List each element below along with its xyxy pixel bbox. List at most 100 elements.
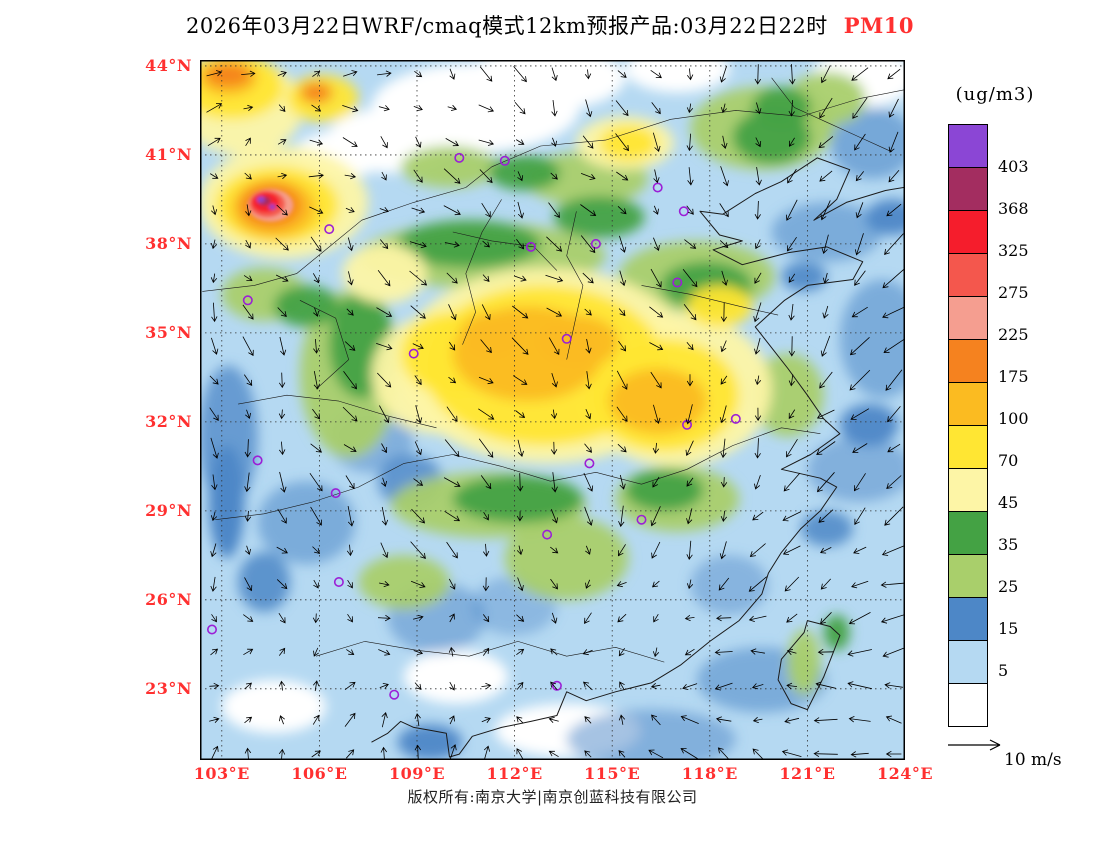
station-marker	[678, 206, 689, 217]
field-blob	[208, 445, 245, 559]
station-marker	[636, 514, 647, 525]
border-path	[202, 89, 905, 292]
field-blob	[534, 315, 619, 369]
station-markers	[207, 152, 741, 700]
border-path	[299, 300, 349, 390]
legend-cell	[949, 468, 987, 511]
wind-scale-label: 10 m/s	[1004, 750, 1062, 770]
lon-tick-label: 103°E	[193, 764, 250, 783]
lat-tick-label: 41°N	[145, 144, 192, 164]
legend-units-label: (ug/m3)	[955, 84, 1035, 105]
field-blob	[830, 107, 905, 179]
station-marker	[730, 413, 741, 424]
legend-cell	[949, 296, 987, 339]
field-blob	[625, 469, 704, 511]
legend-cell	[949, 597, 987, 640]
pollutant-label: PM10	[843, 13, 914, 38]
field-blob	[256, 196, 265, 203]
field-blob	[268, 204, 276, 210]
station-marker	[408, 348, 419, 359]
field-blob	[566, 709, 736, 760]
field-blob	[459, 312, 525, 360]
field-blob	[400, 146, 499, 188]
station-marker	[242, 295, 253, 306]
station-marker	[499, 155, 510, 166]
station-marker	[207, 624, 217, 635]
border-path	[566, 211, 584, 360]
lat-tick-label: 35°N	[145, 322, 192, 342]
station-marker	[525, 241, 536, 252]
field-blob	[397, 220, 541, 268]
legend-cell	[949, 554, 987, 597]
field-blob	[625, 60, 730, 93]
station-marker	[542, 529, 553, 540]
legend-colorbar	[948, 124, 988, 727]
legend-cell	[949, 167, 987, 210]
border-path	[771, 77, 893, 153]
lat-tick-label: 38°N	[145, 233, 192, 253]
lat-tick-label: 44°N	[145, 55, 192, 75]
field-blob	[839, 279, 905, 399]
legend-cell	[949, 339, 987, 382]
border-path	[462, 199, 502, 345]
field-blob	[752, 86, 811, 129]
lon-tick-label: 121°E	[779, 764, 836, 783]
field-blob	[469, 60, 626, 111]
field-blob	[342, 243, 427, 304]
station-marker	[333, 576, 344, 587]
field-blob	[221, 679, 326, 734]
legend-value-label: 100	[998, 409, 1029, 428]
wind-vector-layer	[206, 64, 905, 760]
field-blob	[504, 516, 629, 600]
legend-value-label: 5	[998, 661, 1009, 680]
field-blob	[839, 404, 899, 446]
field-blob	[800, 510, 853, 547]
field-blob	[553, 196, 645, 238]
field-blob	[781, 261, 827, 292]
legend-value-label: 70	[998, 451, 1019, 470]
map-layers	[200, 60, 905, 760]
lat-tick-label: 23°N	[145, 678, 192, 698]
field-blob	[807, 436, 905, 502]
field-blob	[403, 650, 509, 704]
coastline-path	[777, 620, 841, 711]
field-blob	[687, 285, 753, 327]
legend-cell	[949, 382, 987, 425]
lat-tick-label: 32°N	[145, 411, 192, 431]
station-marker	[252, 455, 263, 466]
station-marker	[389, 689, 400, 700]
border-path	[316, 641, 665, 663]
station-marker	[672, 277, 683, 288]
legend-cell	[949, 253, 987, 296]
legend-value-label: 225	[998, 325, 1029, 344]
legend-cell	[949, 640, 987, 683]
title-text: 2026年03月22日WRF/cmaq模式12km预报产品:03月22日22时	[186, 14, 828, 38]
lon-tick-label: 112°E	[486, 764, 543, 783]
wind-scale-arrow-icon	[948, 739, 1001, 751]
border-path	[452, 231, 558, 271]
station-marker	[584, 458, 595, 469]
field-blob	[238, 552, 291, 612]
field-blob	[752, 353, 824, 437]
coastline-path	[371, 157, 905, 758]
legend-cell	[949, 125, 987, 167]
field-blob	[771, 202, 883, 262]
field-blob	[397, 724, 463, 760]
lat-tick-label: 29°N	[145, 500, 192, 520]
border-path	[215, 427, 821, 520]
color-legend: 403 368 325 275 225 175 100 70 45 35 25 15 5	[948, 124, 1098, 727]
page-title: 2026年03月22日WRF/cmaq模式12km预报产品:03月22日22时 P…	[0, 10, 1100, 40]
legend-value-label: 25	[998, 577, 1019, 596]
map-canvas	[200, 60, 905, 760]
lon-tick-label: 109°E	[388, 764, 446, 783]
legend-value-label: 325	[998, 241, 1029, 260]
border-path	[238, 394, 437, 429]
legend-cell	[949, 683, 987, 726]
field-blob	[452, 475, 583, 523]
field-blob	[358, 555, 450, 609]
lon-tick-label: 118°E	[681, 764, 738, 783]
field-blob	[273, 285, 339, 327]
field-sharp-layer	[247, 189, 294, 222]
lon-tick-label: 106°E	[291, 764, 348, 783]
